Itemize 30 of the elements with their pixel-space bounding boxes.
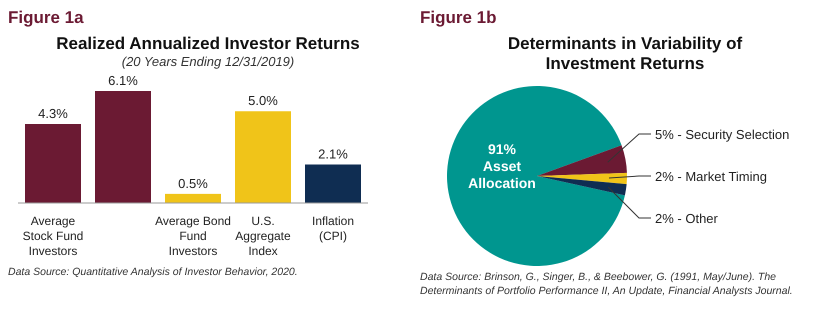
chart-title: Realized Annualized Investor Returns (55, 34, 361, 54)
chart-subtitle: (20 Years Ending 12/31/2019) (120, 54, 296, 69)
caption: Figure 1a (8, 8, 85, 29)
bar (305, 164, 361, 203)
x-tick-label: Inflation (CPI) (312, 214, 354, 243)
caption: Figure 1b (420, 8, 498, 29)
x-tick-label: Average Stock Fund Investors (22, 214, 84, 258)
data-label: 91% (488, 141, 517, 157)
data-label: 0.5% (178, 176, 208, 191)
slice-label: Asset Allocation (468, 158, 536, 191)
slice-label: 5% - Security Selection (655, 127, 790, 142)
bar (165, 194, 221, 203)
chart-title: Determinants in Variability of Investment Returns (506, 34, 744, 74)
slice-label: 2% - Market Timing (655, 169, 767, 184)
bar (235, 111, 291, 203)
source-note: Data Source: Brinson, G., Singer, B., & Beebower, G. (1991, May/June). The Determinants of Portfolio Performance II, An Update, Financial Analysts Journal. (420, 270, 794, 298)
bar (95, 91, 151, 203)
pie-slice (537, 172, 627, 184)
x-tick-label: Average Bond Fund Investors (155, 214, 231, 258)
slice-label: 2% - Other (655, 211, 719, 226)
data-label: 4.3% (38, 106, 68, 122)
bar (25, 124, 81, 203)
data-label: 6.1% (108, 73, 138, 88)
pie-slice (447, 86, 625, 266)
pie-slice (537, 176, 627, 196)
data-label: 2.1% (318, 146, 348, 162)
x-tick-label: U.S. Aggregate Index (235, 214, 292, 258)
data-label: 5.0% (248, 93, 278, 108)
pie-slice (537, 145, 627, 176)
source-note: Data Source: Quantitative Analysis of Investor Behavior, 2020. (8, 265, 299, 279)
